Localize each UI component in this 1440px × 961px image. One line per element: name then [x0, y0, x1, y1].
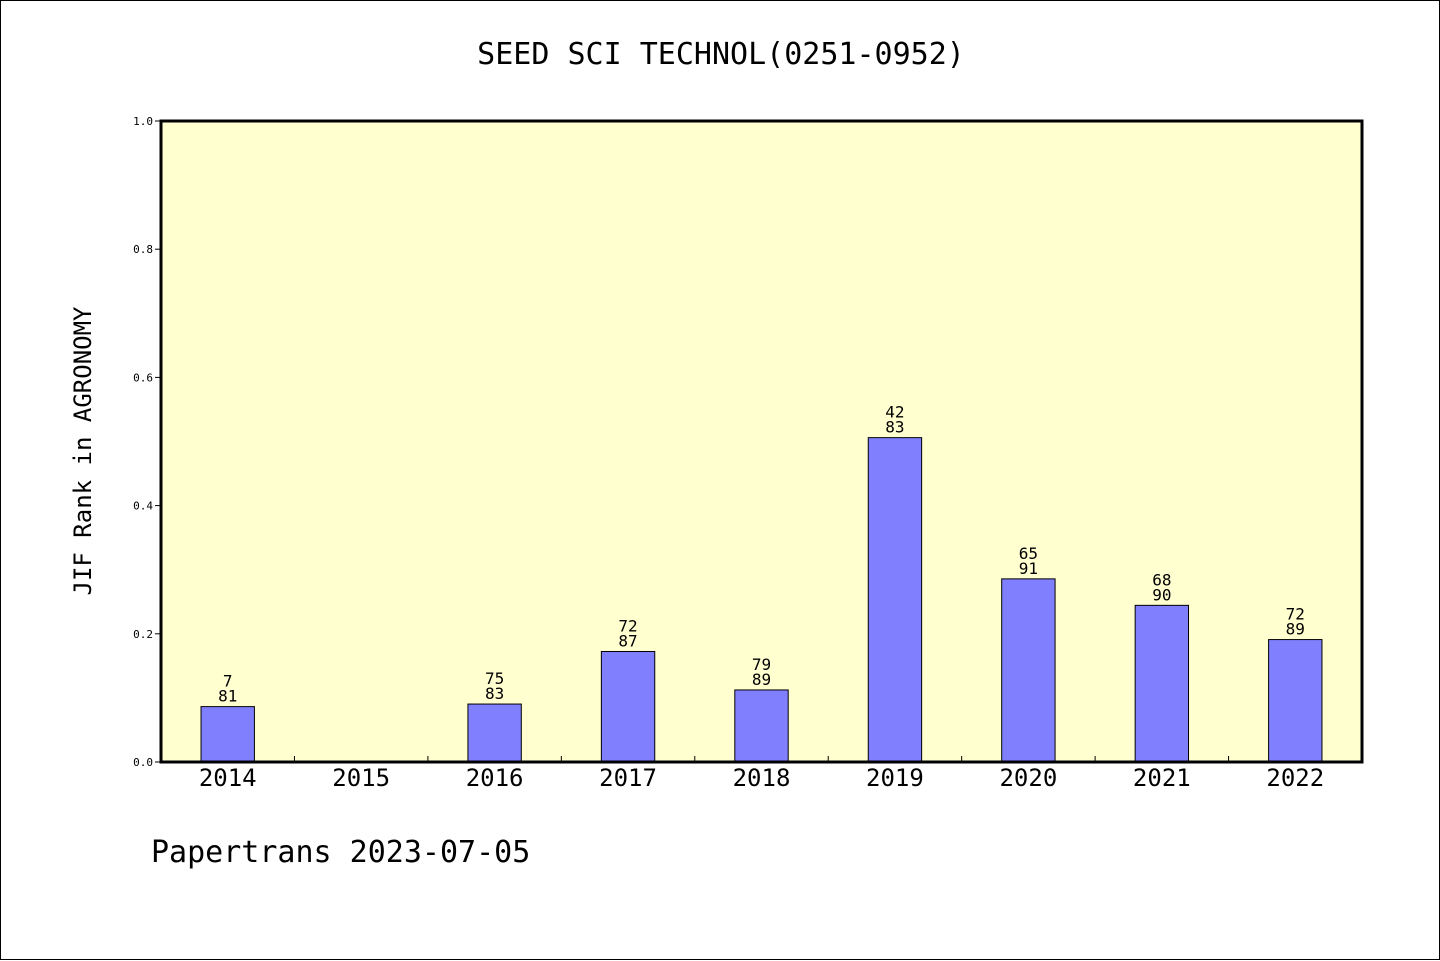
bar-label-rank: 79 — [752, 655, 771, 674]
x-tick-label: 2017 — [599, 764, 657, 792]
bar-2021 — [1134, 604, 1190, 763]
bar-label-total: 87 — [618, 631, 637, 650]
bar-label-total: 83 — [485, 684, 504, 703]
bar-label-rank: 72 — [1286, 605, 1305, 624]
plot-border — [159, 119, 1364, 764]
bar-label-total: 83 — [885, 418, 904, 437]
bar-2018 — [734, 689, 789, 763]
bar-label-rank: 65 — [1019, 544, 1038, 563]
bar-label-rank: 7 — [223, 672, 233, 691]
y-tick-label: 0.4 — [133, 500, 153, 513]
bars-group — [200, 437, 1323, 763]
footer-credit: Papertrans 2023-07-05 — [151, 835, 531, 870]
x-tick-label: 2022 — [1266, 764, 1324, 792]
bar-2014 — [200, 706, 255, 763]
y-tick-label: 0.2 — [133, 628, 153, 641]
y-tick-label: 0.8 — [133, 243, 153, 256]
bar-label-rank: 42 — [885, 403, 904, 422]
y-tick-label: 1.0 — [133, 115, 153, 128]
bar-2019 — [867, 437, 923, 763]
x-tick-label: 2016 — [466, 764, 524, 792]
y-ticks-group: 0.0 0.2 0.4 0.6 0.8 1.0 — [133, 115, 161, 769]
y-tick-label: 0.6 — [133, 371, 153, 384]
y-tick-label: 0.0 — [133, 756, 153, 769]
bar-2022 — [1268, 639, 1323, 763]
chart-title: SEED SCI TECHNOL(0251-0952) — [477, 37, 965, 72]
bar-label-rank: 68 — [1152, 570, 1171, 589]
x-tick-label: 2020 — [999, 764, 1057, 792]
bar-label-total: 89 — [1286, 620, 1305, 639]
bar-label-total: 89 — [752, 670, 771, 689]
x-tick-label: 2014 — [199, 764, 257, 792]
bar-label-rank: 72 — [618, 616, 637, 635]
bar-label-total: 90 — [1152, 585, 1171, 604]
x-tick-label: 2019 — [866, 764, 924, 792]
bar-2020 — [1001, 578, 1056, 763]
bar-label-total: 81 — [218, 687, 237, 706]
x-tick-label: 2018 — [733, 764, 791, 792]
bar-2016 — [467, 703, 522, 763]
bar-label-rank: 75 — [485, 669, 504, 688]
x-tick-label: 2021 — [1133, 764, 1191, 792]
bar-2017 — [600, 650, 656, 763]
x-tick-label: 2015 — [332, 764, 390, 792]
bar-label-total: 91 — [1019, 559, 1038, 578]
x-ticks-group: 2014 2015 2016 2017 2018 2019 2020 2021 2022 — [199, 756, 1324, 792]
